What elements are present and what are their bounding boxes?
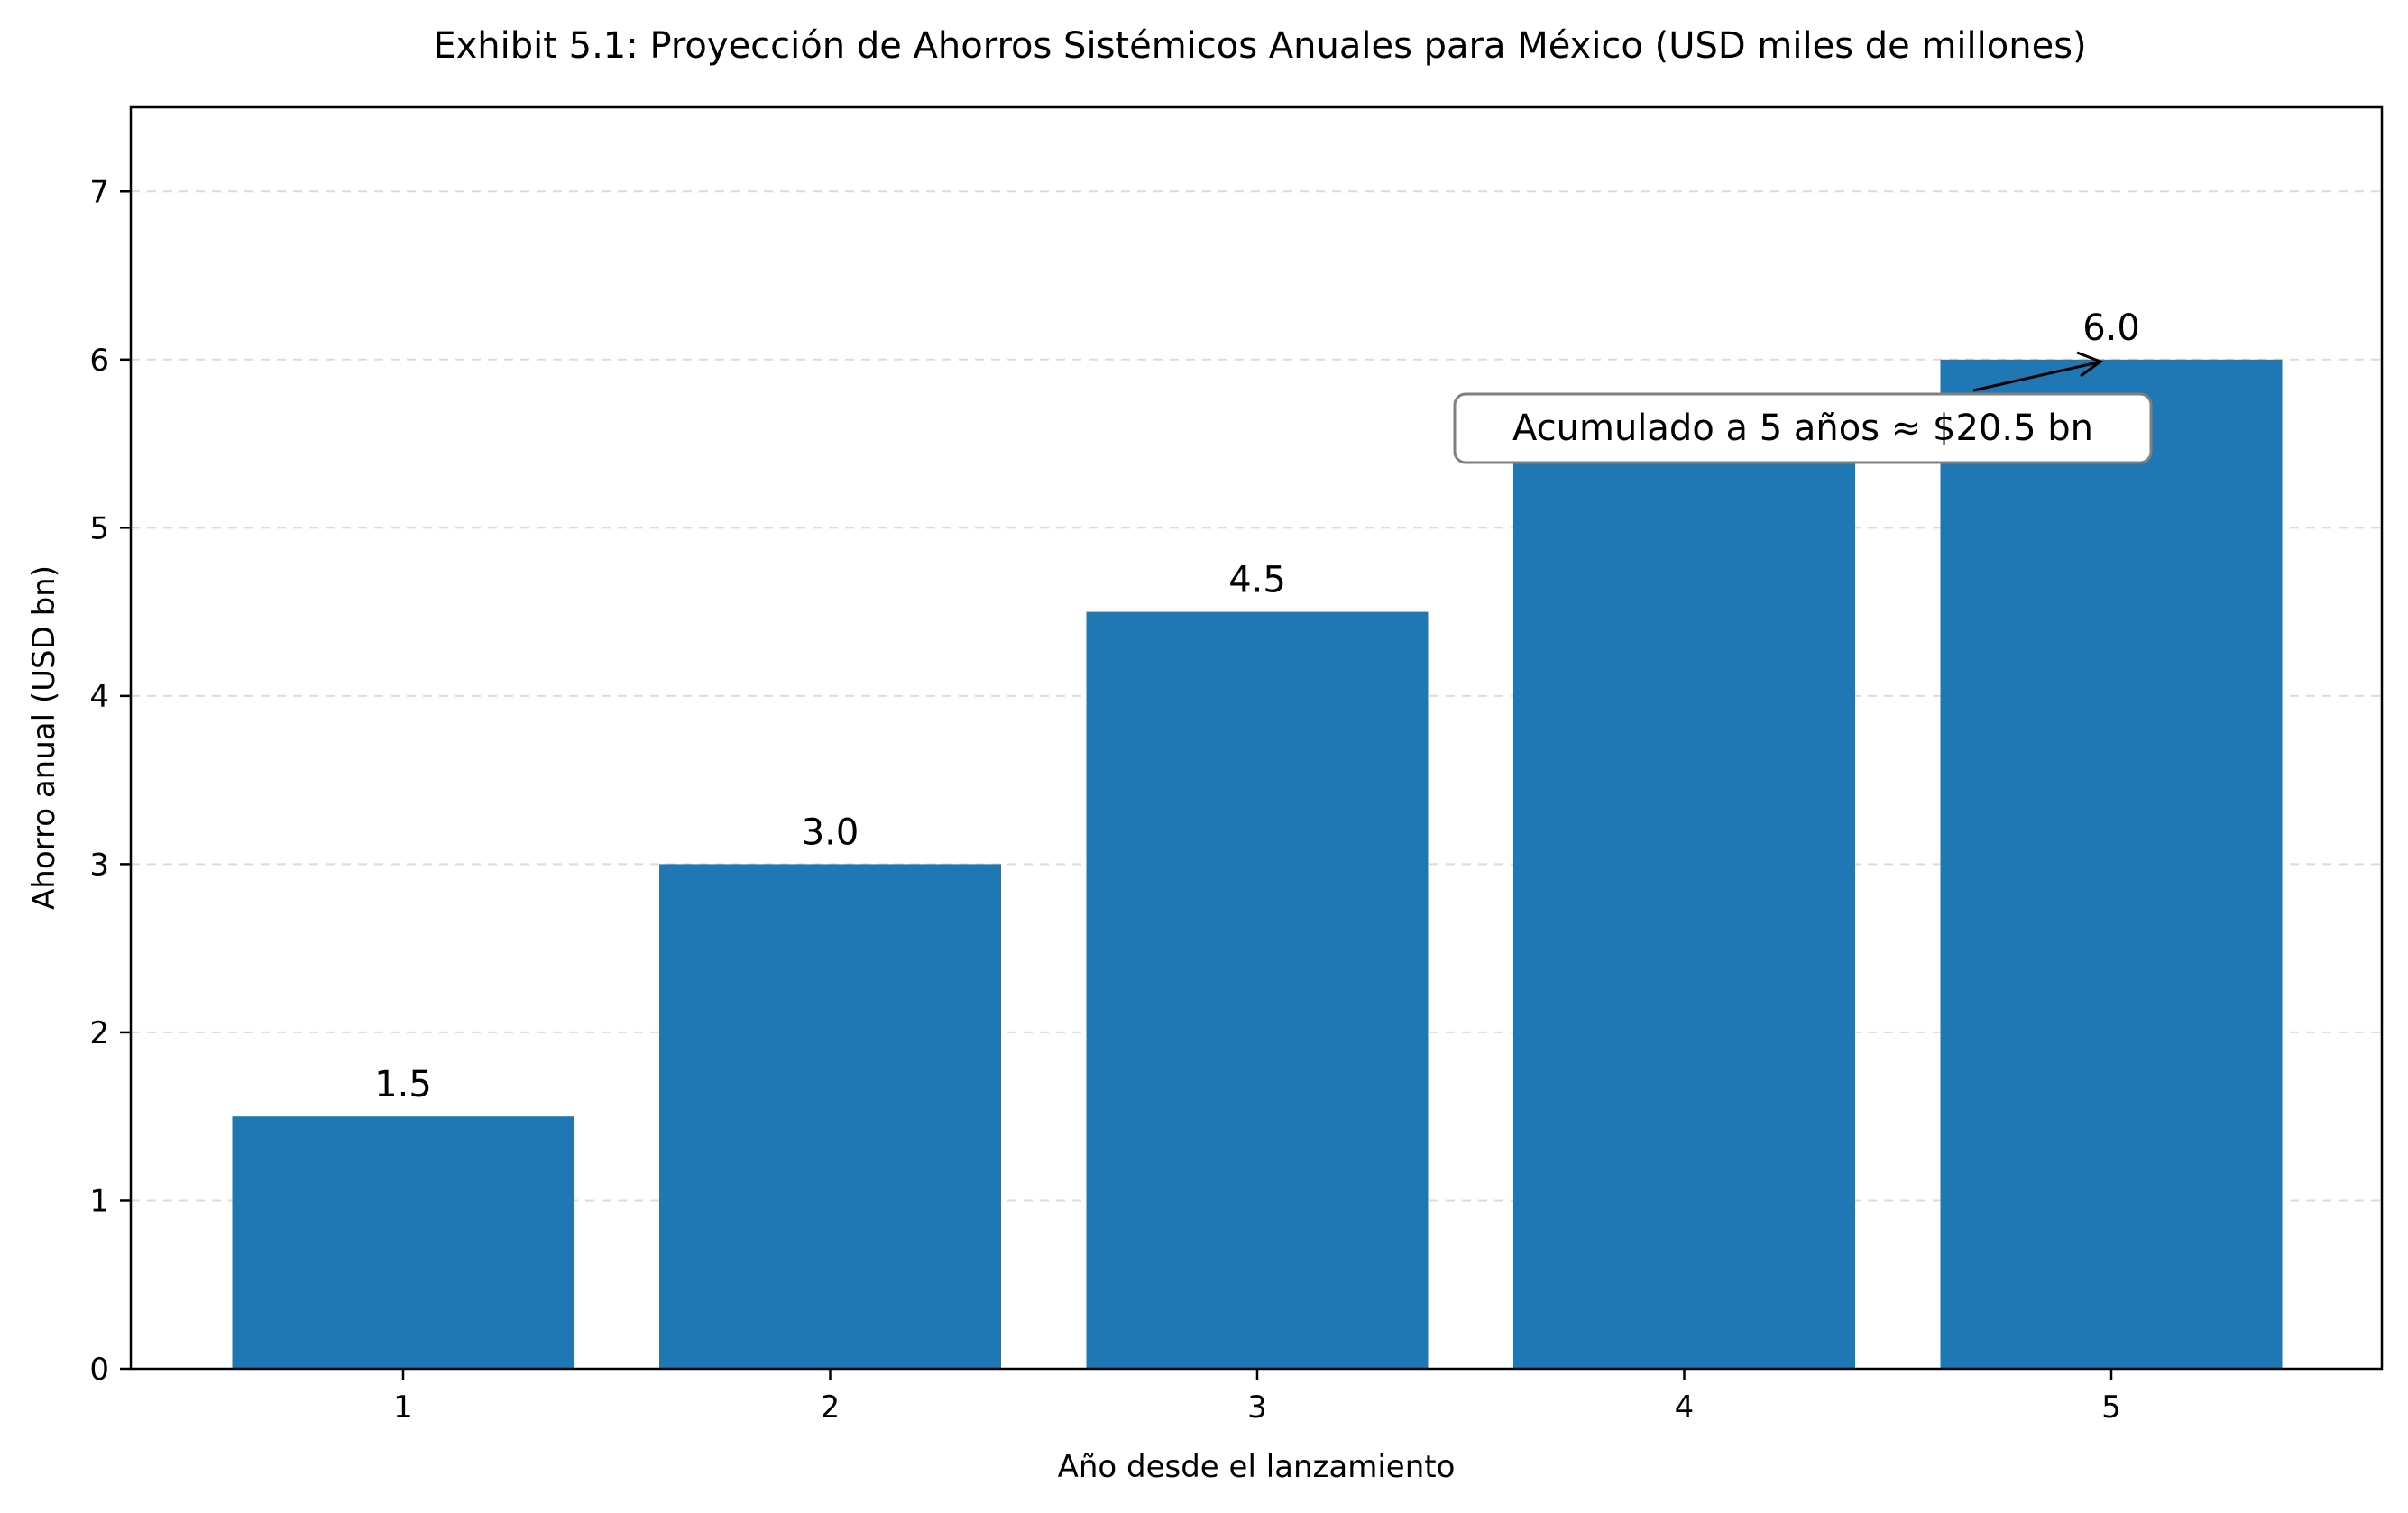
y-tick-label: 7: [89, 174, 109, 210]
bar-year-2: [659, 864, 1001, 1369]
y-tick-label: 4: [89, 679, 109, 715]
x-axis-label: Año desde el lanzamiento: [1058, 1449, 1456, 1485]
annotation-arrowhead-icon: [2076, 351, 2104, 378]
x-axis: 1 2 3 4 5: [393, 1369, 2121, 1426]
bar-value-label: 4.5: [1228, 560, 1286, 601]
y-axis: 0 1 2 3 4 5 6 7: [89, 174, 131, 1388]
y-tick-label: 2: [89, 1015, 109, 1051]
x-tick-label: 3: [1247, 1389, 1267, 1426]
y-tick-label: 1: [89, 1183, 109, 1219]
annotation-text: Acumulado a 5 años ≈ $20.5 bn: [1512, 408, 2093, 449]
y-axis-label: Ahorro anual (USD bn): [26, 565, 62, 910]
bar-year-4: [1513, 444, 1855, 1370]
bar-year-5: [1940, 359, 2283, 1369]
y-tick-label: 3: [89, 847, 109, 883]
y-tick-label: 6: [89, 343, 109, 379]
bar-value-labels: 1.5 3.0 4.5 6.0: [374, 307, 2140, 1105]
y-tick-label: 5: [89, 510, 109, 546]
x-tick-label: 4: [1675, 1389, 1695, 1426]
bar-value-label: 3.0: [802, 812, 859, 853]
x-tick-label: 5: [2101, 1389, 2121, 1426]
bar-value-label: 6.0: [2082, 307, 2140, 349]
annotation-box: [1453, 392, 2153, 464]
x-tick-label: 1: [393, 1389, 413, 1426]
bar-value-label: 1.5: [374, 1064, 432, 1105]
x-tick-label: 2: [821, 1389, 841, 1426]
cumulative-annotation: Acumulado a 5 años ≈ $20.5 bn: [1453, 351, 2153, 464]
chart-title: Exhibit 5.1: Proyección de Ahorros Sisté…: [433, 25, 2086, 67]
annotation-arrow: [1972, 361, 2099, 392]
bars: [232, 359, 2283, 1370]
y-tick-label: 0: [89, 1352, 109, 1388]
bar-year-3: [1086, 611, 1429, 1369]
bar-year-1: [232, 1116, 574, 1369]
